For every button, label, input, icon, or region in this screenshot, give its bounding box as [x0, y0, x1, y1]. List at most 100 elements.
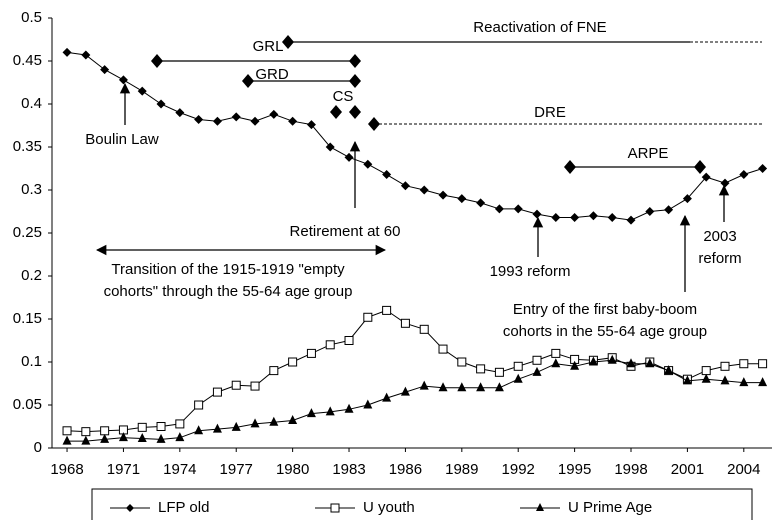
point [551, 348, 561, 358]
legend-marker [330, 503, 340, 513]
x-tick-label: 1989 [445, 461, 478, 478]
point [588, 211, 598, 221]
x-tick-label: 1974 [163, 461, 196, 478]
annotation: Retirement at 60 [290, 223, 401, 240]
x-tick-label: 1983 [332, 461, 365, 478]
annotation: cohorts in the 55-64 age group [503, 323, 707, 340]
x-tick-label: 2004 [727, 461, 760, 478]
point [645, 358, 655, 368]
point [344, 403, 354, 413]
point [758, 164, 768, 173]
point [400, 386, 410, 396]
point [476, 364, 486, 374]
y-tick-label: 0.2 [21, 267, 42, 284]
y-tick-label: 0.4 [21, 95, 42, 112]
point [588, 356, 598, 366]
x-tick-label: 1986 [389, 461, 422, 478]
point [513, 373, 523, 383]
series-line [66, 51, 763, 221]
y-tick-label: 0.5 [21, 9, 42, 26]
point [626, 215, 636, 225]
x-tick-label: 1971 [107, 461, 140, 478]
x-tick-label: 1968 [50, 461, 83, 478]
point [438, 190, 448, 200]
point [400, 318, 410, 328]
y-tick-label: 0.45 [13, 52, 42, 69]
legend-label: LFP old [158, 499, 209, 516]
point [306, 120, 316, 130]
point [100, 426, 110, 436]
y-tick-label: 0.35 [13, 138, 42, 155]
point [758, 377, 768, 387]
x-tick-label: 1998 [614, 461, 647, 478]
point [645, 207, 655, 216]
point [288, 357, 298, 367]
point [156, 422, 166, 431]
point [231, 380, 241, 390]
point [212, 423, 222, 433]
annotation: ARPE [628, 145, 669, 162]
point [269, 416, 279, 426]
point [81, 427, 91, 437]
point [532, 355, 542, 365]
point [325, 142, 335, 152]
point [344, 336, 354, 345]
point [100, 65, 110, 75]
point [626, 358, 636, 368]
annotation: CS [333, 88, 354, 105]
point [194, 400, 204, 410]
legend-box [91, 488, 753, 525]
point [570, 213, 580, 223]
point [325, 406, 335, 416]
point [664, 205, 674, 215]
series-line [67, 359, 763, 442]
point [288, 414, 298, 424]
point [231, 112, 241, 122]
point [739, 170, 749, 180]
point [758, 359, 768, 369]
legend-label: U Prime Age [568, 499, 652, 516]
point [118, 75, 128, 85]
point [494, 382, 504, 392]
point [100, 433, 110, 443]
annotation: cohorts" through the 55-64 age group [104, 283, 353, 300]
point [720, 178, 730, 188]
annotation: Reactivation of FNE [473, 19, 606, 36]
point [457, 382, 467, 392]
point [175, 419, 185, 429]
annotation: Boulin Law [85, 131, 159, 148]
point [720, 361, 730, 371]
point [250, 381, 260, 391]
point [194, 114, 204, 124]
point [739, 359, 749, 369]
point [457, 194, 467, 204]
policy-diamond [330, 105, 361, 119]
annotation: GRD [255, 66, 289, 83]
policy-diamond [282, 35, 294, 49]
point [532, 366, 542, 376]
point [81, 435, 91, 445]
point [269, 109, 279, 119]
annotation: DRE [534, 104, 566, 121]
point [664, 365, 674, 375]
x-tick-label: 1995 [558, 461, 591, 478]
point [419, 380, 429, 390]
y-tick-label: 0.3 [21, 181, 42, 198]
point [494, 204, 504, 214]
point [419, 324, 429, 334]
point [551, 358, 561, 368]
point [570, 360, 580, 370]
point [344, 152, 354, 162]
point [701, 373, 711, 383]
point [532, 209, 542, 219]
annotation: Transition of the 1915-1919 "empty [111, 261, 345, 278]
point [457, 357, 467, 367]
point [288, 116, 298, 126]
point [118, 432, 128, 442]
legend-marker [126, 504, 134, 512]
point [494, 367, 504, 377]
x-tick-label: 1980 [276, 461, 309, 478]
point [137, 422, 147, 432]
point [682, 375, 692, 385]
